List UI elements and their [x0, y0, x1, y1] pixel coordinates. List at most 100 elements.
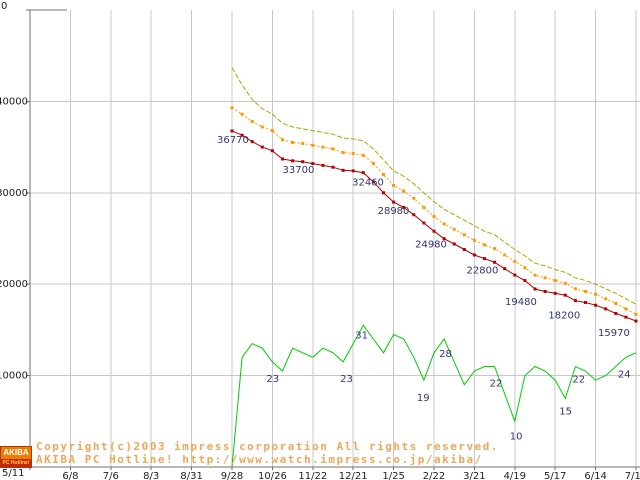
lowest-price-marker [472, 253, 476, 257]
price-label: 18200 [548, 311, 580, 322]
footer-copyright: Copyright(c)2003 impress corporation All… [36, 440, 499, 466]
lowest-price-marker [573, 299, 577, 303]
lowest-price-marker [513, 273, 517, 277]
lowest-price-marker [351, 169, 355, 173]
price-label: 28980 [378, 206, 410, 217]
shop-count-label: 23 [266, 374, 279, 385]
y-axis-label: 40000 [0, 96, 28, 107]
lowest-price-marker [503, 267, 507, 271]
lowest-price-marker [543, 290, 547, 294]
average-price-marker [462, 233, 466, 237]
price-label: 19480 [505, 297, 537, 308]
lowest-price-marker [281, 157, 284, 161]
average-price-marker [584, 290, 587, 294]
lowest-price-marker [483, 257, 486, 261]
lowest-price-marker [341, 168, 345, 172]
x-axis-label: 8/3 [143, 471, 159, 480]
average-price-marker [311, 143, 315, 147]
x-axis-label: 6/8 [62, 471, 78, 480]
average-price-marker [513, 259, 517, 263]
lowest-price-marker [270, 149, 274, 153]
lowest-price-marker [240, 133, 244, 137]
price-label: 24980 [415, 240, 447, 251]
lowest-price-marker [230, 129, 234, 133]
shop-count-line [231, 324, 637, 468]
average-price-marker [351, 151, 355, 155]
average-price-marker [563, 281, 567, 285]
average-price-marker [523, 266, 527, 270]
shop-count-label: 22 [490, 378, 503, 389]
lowest-price-marker [402, 205, 406, 209]
average-price-marker [301, 141, 305, 145]
x-axis-label: 12/21 [339, 471, 368, 480]
y-axis-label: 10000 [0, 371, 28, 382]
price-label: 32460 [352, 177, 384, 188]
average-price-marker [533, 273, 537, 277]
lowest-price-marker [291, 159, 295, 163]
price-label: 36770 [217, 135, 249, 146]
lowest-price-marker [250, 140, 254, 144]
lowest-price-marker [422, 221, 426, 225]
average-price-marker [341, 151, 345, 155]
lowest-price-marker [452, 242, 456, 246]
x-axis-label: 8/31 [180, 471, 202, 480]
average-price-marker [503, 253, 507, 257]
lowest-price-marker [584, 300, 587, 304]
average-price-marker [230, 106, 234, 110]
x-axis-label: 7/12 [625, 471, 640, 480]
lowest-price-marker [614, 311, 618, 315]
average-price-marker [402, 189, 406, 193]
average-price-marker [573, 287, 577, 291]
lowest-price-marker [563, 293, 567, 297]
lowest-price-marker [301, 160, 305, 164]
y-axis-label: 20000 [0, 279, 28, 290]
price-label: 15970 [598, 328, 630, 339]
lowest-price-marker [260, 145, 264, 149]
average-price-marker [493, 247, 497, 251]
highest-price-line [231, 67, 637, 305]
x-axis-label: 9/28 [221, 471, 243, 480]
average-price-marker [634, 312, 638, 316]
x-axis-label: 5/11 [2, 468, 24, 479]
average-price-marker [281, 138, 284, 142]
lowest-price-marker [331, 165, 335, 169]
average-price-marker [382, 173, 385, 177]
x-axis-label: 5/17 [544, 471, 566, 480]
lowest-price-marker [493, 260, 497, 264]
x-axis-label: 2/22 [423, 471, 445, 480]
y-axis-label: 0 [1, 1, 7, 12]
price-label: 22800 [467, 266, 499, 277]
x-axis-label: 3/21 [463, 471, 485, 480]
lowest-price-marker [371, 180, 375, 184]
lowest-price-marker [523, 279, 527, 283]
lowest-price-marker [594, 303, 598, 307]
lowest-price-marker [361, 171, 365, 175]
lowest-price-marker [462, 247, 466, 251]
average-price-marker [331, 147, 335, 151]
average-price-marker [291, 141, 295, 145]
x-axis-label: 4/19 [504, 471, 526, 480]
lowest-price-marker [634, 319, 638, 323]
shop-count-label: 19 [417, 393, 430, 404]
average-price-marker [371, 162, 375, 166]
lowest-price-marker [442, 237, 446, 241]
copyright-line1: Copyright(c)2003 impress corporation All… [36, 440, 499, 453]
lowest-price-marker [604, 307, 608, 311]
average-price-marker [240, 112, 244, 116]
average-price-marker [614, 301, 618, 305]
akiba-logo-subtitle: PC Hotline! [1, 459, 31, 467]
average-price-marker [483, 243, 486, 247]
average-price-marker [250, 120, 254, 124]
shop-count-label: 28 [439, 349, 452, 360]
average-price-marker [392, 183, 396, 187]
average-price-marker [422, 205, 426, 209]
average-price-marker [553, 279, 557, 283]
lowest-price-marker [321, 163, 325, 167]
akiba-logo-title: AKIBA [1, 447, 31, 459]
x-axis-label: 7/6 [103, 471, 119, 480]
average-price-marker [361, 153, 365, 157]
average-price-marker [321, 145, 325, 149]
average-price-marker [604, 297, 608, 301]
x-axis-label: 6/14 [584, 471, 606, 480]
